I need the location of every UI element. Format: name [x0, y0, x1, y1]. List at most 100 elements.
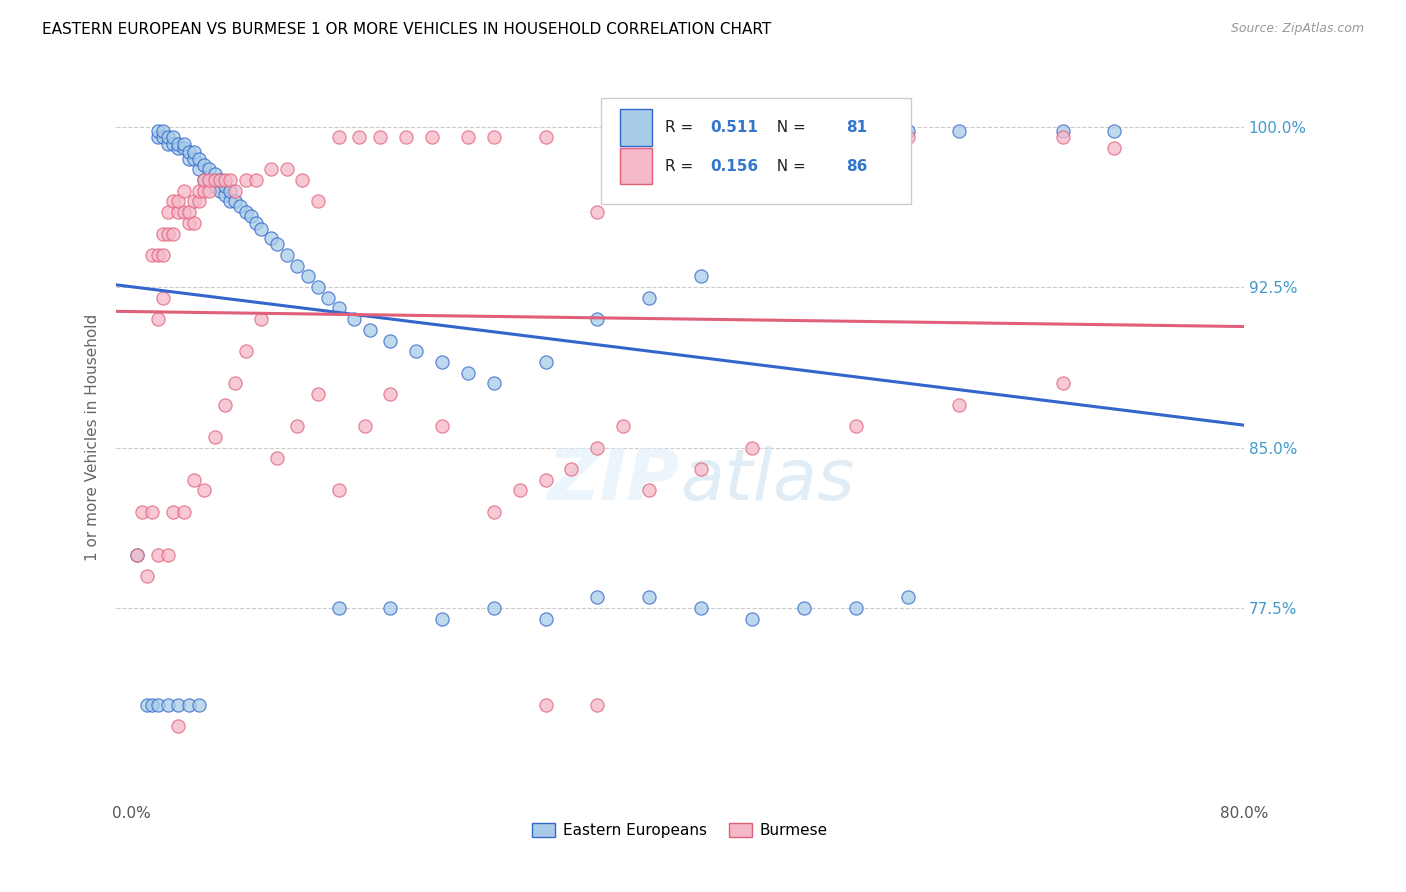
Bar	[620, 110, 652, 145]
Point	[638, 130, 661, 145]
Point	[897, 130, 920, 145]
Point	[586, 698, 609, 712]
Point	[260, 231, 283, 245]
Legend: Eastern Europeans, Burmese: Eastern Europeans, Burmese	[526, 817, 834, 844]
Point	[146, 248, 169, 262]
Point	[534, 473, 557, 487]
Point	[420, 130, 443, 145]
Point	[235, 205, 257, 219]
Point	[430, 355, 453, 369]
Point	[177, 205, 200, 219]
Point	[167, 719, 190, 733]
Point	[141, 248, 163, 262]
Point	[198, 184, 221, 198]
Point	[141, 505, 163, 519]
Point	[177, 145, 200, 160]
Point	[297, 269, 319, 284]
Point	[276, 162, 298, 177]
Point	[183, 194, 205, 209]
Point	[167, 205, 190, 219]
Point	[156, 698, 179, 712]
Point	[534, 698, 557, 712]
Point	[152, 248, 174, 262]
Point	[204, 179, 226, 194]
Point	[183, 152, 205, 166]
Text: atlas: atlas	[681, 446, 855, 515]
FancyBboxPatch shape	[602, 98, 911, 204]
Point	[162, 136, 184, 151]
Point	[560, 462, 582, 476]
Point	[586, 441, 609, 455]
Point	[897, 591, 920, 605]
Point	[430, 612, 453, 626]
Point	[177, 698, 200, 712]
Point	[586, 591, 609, 605]
Point	[457, 366, 479, 380]
Point	[183, 216, 205, 230]
Point	[586, 205, 609, 219]
Point	[204, 167, 226, 181]
Point	[193, 173, 215, 187]
Point	[612, 419, 634, 434]
Point	[193, 184, 215, 198]
Point	[509, 483, 531, 498]
Point	[235, 173, 257, 187]
Point	[349, 130, 371, 145]
Point	[689, 462, 711, 476]
Point	[1052, 376, 1074, 391]
Y-axis label: 1 or more Vehicles in Household: 1 or more Vehicles in Household	[86, 313, 100, 560]
Point	[793, 124, 815, 138]
Point	[214, 179, 236, 194]
Point	[204, 430, 226, 444]
Point	[188, 184, 211, 198]
Point	[430, 419, 453, 434]
Point	[741, 612, 763, 626]
Point	[167, 141, 190, 155]
Point	[405, 344, 427, 359]
Point	[353, 419, 375, 434]
Point	[224, 184, 246, 198]
Point	[948, 398, 970, 412]
Point	[167, 698, 190, 712]
Point	[167, 136, 190, 151]
Point	[245, 216, 267, 230]
Point	[1104, 141, 1126, 155]
Point	[177, 152, 200, 166]
Point	[482, 505, 505, 519]
Point	[318, 291, 340, 305]
Point	[156, 227, 179, 241]
Point	[156, 205, 179, 219]
Point	[208, 184, 231, 198]
Point	[368, 130, 391, 145]
Text: EASTERN EUROPEAN VS BURMESE 1 OR MORE VEHICLES IN HOUSEHOLD CORRELATION CHART: EASTERN EUROPEAN VS BURMESE 1 OR MORE VE…	[42, 22, 772, 37]
Point	[156, 130, 179, 145]
Point	[219, 184, 242, 198]
Point	[239, 210, 262, 224]
Point	[534, 612, 557, 626]
Point	[131, 505, 153, 519]
Text: R =: R =	[665, 159, 699, 174]
Point	[214, 398, 236, 412]
Point	[328, 130, 350, 145]
Point	[741, 130, 763, 145]
Point	[638, 591, 661, 605]
Bar	[620, 148, 652, 185]
Point	[845, 419, 868, 434]
Point	[152, 130, 174, 145]
Point	[125, 548, 148, 562]
Point	[266, 451, 288, 466]
Point	[482, 376, 505, 391]
Point	[146, 548, 169, 562]
Point	[125, 548, 148, 562]
Point	[162, 194, 184, 209]
Point	[845, 601, 868, 615]
Point	[638, 483, 661, 498]
Point	[235, 344, 257, 359]
Point	[638, 291, 661, 305]
Point	[219, 194, 242, 209]
Point	[183, 473, 205, 487]
Point	[193, 483, 215, 498]
Point	[188, 194, 211, 209]
Point	[380, 601, 402, 615]
Point	[214, 188, 236, 202]
